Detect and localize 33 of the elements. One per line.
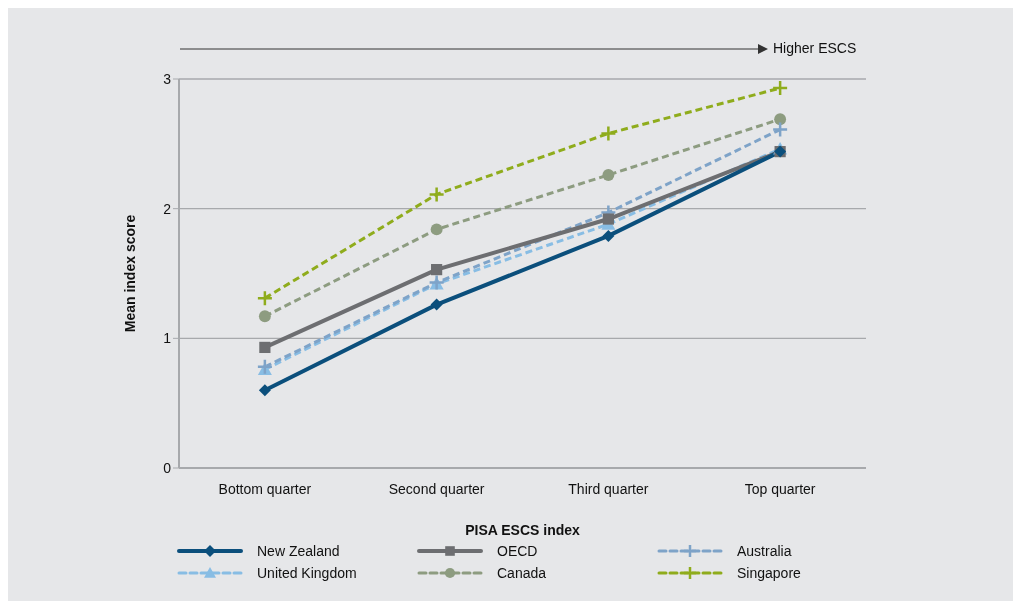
x-tick-label: Top quarter bbox=[744, 480, 816, 497]
y-tick-label: 2 bbox=[163, 200, 172, 217]
point bbox=[600, 125, 617, 142]
point bbox=[774, 113, 787, 126]
x-tick-label: Second quarter bbox=[388, 480, 485, 497]
x-tick-label: Third quarter bbox=[568, 480, 649, 497]
point bbox=[771, 79, 789, 97]
legend-label: United Kingdom bbox=[257, 565, 357, 581]
point bbox=[602, 213, 614, 225]
legend-label: Australia bbox=[737, 543, 792, 559]
point bbox=[428, 186, 445, 203]
legend-label: New Zealand bbox=[257, 543, 340, 559]
y-tick-label: 1 bbox=[163, 330, 172, 347]
point bbox=[771, 121, 789, 138]
y-tick-label: 3 bbox=[163, 70, 172, 87]
point bbox=[430, 298, 443, 311]
point bbox=[258, 310, 271, 323]
text: Higher ESCS bbox=[773, 40, 857, 56]
legend-label: Singapore bbox=[737, 565, 801, 581]
point bbox=[256, 289, 274, 307]
point bbox=[256, 358, 274, 376]
legend-label: Canada bbox=[497, 565, 547, 581]
y-axis-title: Mean index score bbox=[121, 214, 138, 333]
point bbox=[431, 264, 443, 276]
point bbox=[602, 229, 615, 242]
point bbox=[430, 223, 443, 236]
point bbox=[259, 341, 271, 354]
point bbox=[258, 384, 271, 397]
x-tick-label: Bottom quarter bbox=[218, 480, 312, 497]
x-axis-title: PISA ESCS index bbox=[465, 522, 581, 538]
legend-label: OECD bbox=[497, 543, 538, 559]
y-tick-label: 0 bbox=[163, 459, 172, 476]
point bbox=[602, 169, 615, 181]
